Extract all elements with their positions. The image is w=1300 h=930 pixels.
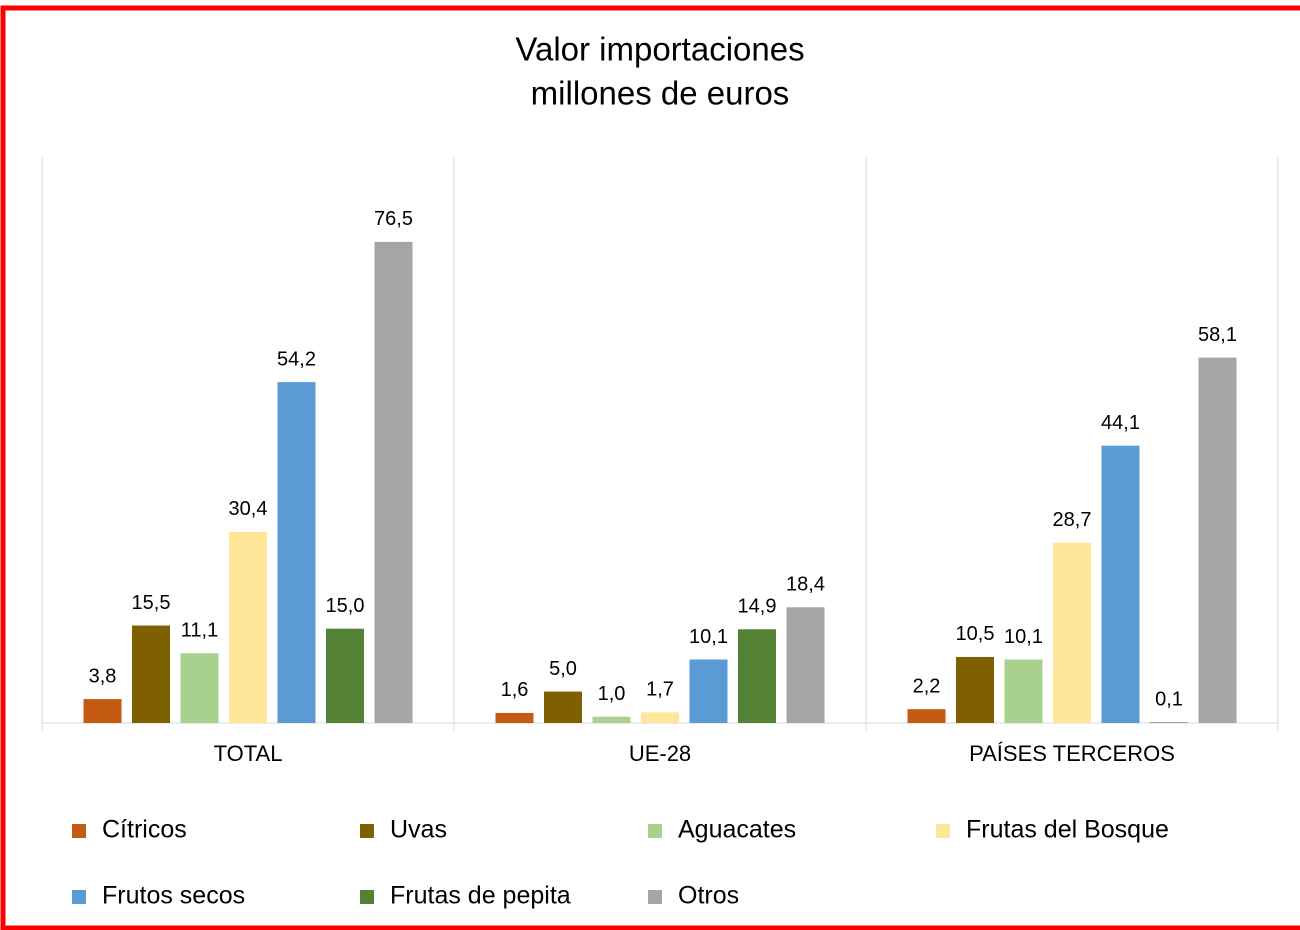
- bar: [1150, 722, 1188, 723]
- legend-label: Uvas: [390, 816, 447, 844]
- x-tick-label: UE-28: [629, 741, 691, 766]
- bar: [83, 699, 122, 723]
- bar: [1101, 445, 1140, 723]
- bar: [1198, 357, 1237, 723]
- data-label: 14,9: [738, 596, 777, 618]
- data-label: 15,5: [132, 592, 171, 614]
- data-label: 5,0: [549, 658, 577, 680]
- legend-label: Frutas del Bosque: [966, 816, 1169, 844]
- data-label: 30,4: [229, 498, 268, 520]
- bar: [1004, 659, 1043, 723]
- data-label: 18,4: [786, 574, 825, 596]
- data-label: 10,1: [689, 626, 728, 648]
- data-label: 1,0: [598, 683, 626, 705]
- bar: [907, 709, 946, 723]
- bar: [956, 656, 994, 723]
- bar: [374, 241, 413, 723]
- data-label: 44,1: [1101, 412, 1140, 434]
- data-label: 15,0: [326, 595, 365, 617]
- data-label: 11,1: [181, 619, 218, 641]
- data-label: 0,1: [1155, 689, 1183, 711]
- data-label: 2,2: [913, 675, 941, 697]
- bar: [277, 382, 316, 723]
- data-label: 10,5: [956, 623, 995, 645]
- chart-title: millones de euros: [531, 75, 790, 112]
- data-label: 1,6: [501, 679, 529, 701]
- x-tick-label: PAÍSES TERCEROS: [969, 741, 1175, 766]
- data-label: 1,7: [646, 679, 674, 701]
- bar: [738, 629, 776, 723]
- data-label: 58,1: [1198, 324, 1237, 346]
- bar: [326, 628, 364, 723]
- data-label: 54,2: [277, 348, 316, 370]
- data-label: 76,5: [374, 208, 413, 230]
- legend-swatch: [648, 890, 662, 904]
- legend-swatch: [72, 890, 86, 904]
- bar: [229, 531, 267, 723]
- legend-swatch: [360, 824, 374, 838]
- bar: [786, 607, 825, 723]
- legend-swatch: [72, 824, 86, 838]
- chart-title: Valor importaciones: [515, 31, 804, 68]
- bar: [689, 659, 728, 723]
- legend-label: Frutos secos: [102, 882, 245, 910]
- frame: [0, 5, 1300, 930]
- x-tick-label: TOTAL: [214, 741, 283, 766]
- bar: [1053, 542, 1091, 723]
- bar: [592, 716, 631, 723]
- data-label: 3,8: [89, 665, 117, 687]
- bar: [544, 691, 582, 723]
- bar: [132, 625, 170, 723]
- legend-swatch: [360, 890, 374, 904]
- bar: [641, 712, 679, 723]
- legend-swatch: [648, 824, 662, 838]
- bar: [495, 712, 534, 723]
- legend-label: Cítricos: [102, 816, 187, 844]
- bar: [180, 653, 219, 723]
- legend-label: Aguacates: [678, 816, 796, 844]
- data-label: 28,7: [1053, 509, 1092, 531]
- legend-swatch: [936, 824, 950, 838]
- legend-label: Otros: [678, 882, 739, 910]
- legend-label: Frutas de pepita: [390, 882, 571, 910]
- data-label: 10,1: [1004, 626, 1043, 648]
